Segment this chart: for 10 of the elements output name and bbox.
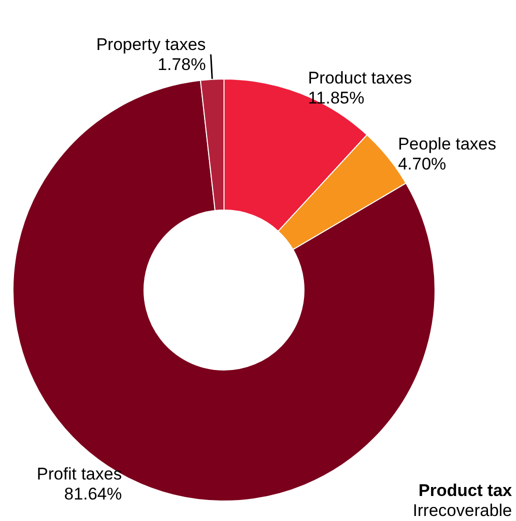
data-label: 4.70%	[398, 154, 446, 174]
data-label: 11.85%	[308, 88, 364, 108]
text: Irrecoverable	[412, 501, 512, 520]
data-label: 1.78%	[158, 54, 206, 74]
slice-label: Profit taxes	[36, 464, 122, 484]
data-label: 81.64%	[64, 484, 122, 504]
text: Product tax	[418, 481, 513, 500]
slice-label: Product taxes	[308, 68, 412, 88]
slice-label: People taxes	[398, 134, 496, 154]
slice-label: Property taxes	[96, 34, 206, 54]
